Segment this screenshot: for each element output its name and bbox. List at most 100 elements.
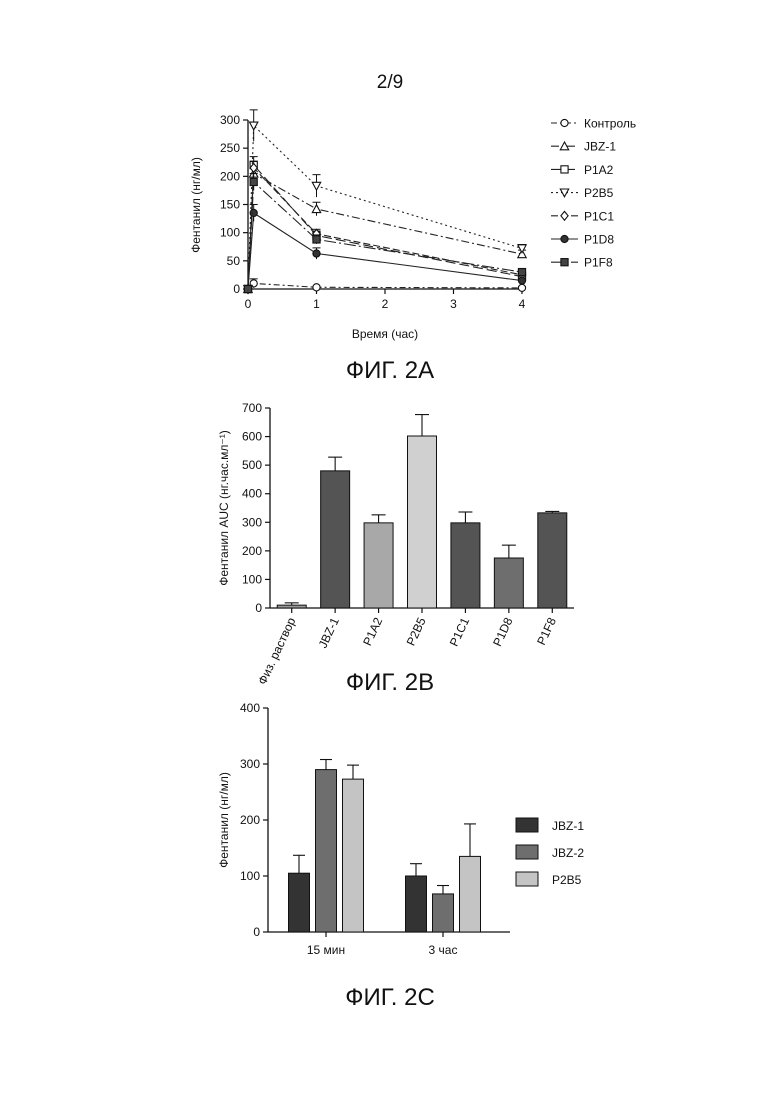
fig2a-data-point [518,245,526,253]
fig2a-legend-label: P1C1 [584,209,614,223]
fig2b-bar-1 [321,457,350,608]
fig2c-bar-jbz-2-1 [433,886,454,932]
fig2c-bar-jbz-2-0 [316,760,337,932]
fig2a-y-axis-title: Фентанил (нг/мл) [189,157,203,253]
fig2a-series-p1f8 [244,174,526,293]
fig2c-legend-label: JBZ-1 [552,819,584,833]
fig2a-x-tick-label: 4 [519,297,526,311]
fig2b-x-tick-label: P1C1 [447,615,473,648]
fig2a-legend-label: P2B5 [584,186,614,200]
fig2b-x-tick-label: JBZ-1 [316,615,342,650]
fig2c-caption: ФИГ. 2С [345,984,435,1011]
fig2c-bar-p2b5-0 [343,765,364,932]
fig2a-series-line [248,174,522,290]
fig2b-bar [538,513,567,608]
figure-2c-grouped-bar-chart: 0100200300400 15 мин3 час Фентанил (нг/м… [0,700,780,1020]
fig2b-bar [451,523,480,608]
fig2b-x-tick-label: Физ. раствор [255,615,298,687]
fig2b-bar-4 [451,512,480,608]
fig2a-x-tick-label: 0 [245,297,252,311]
fig2c-legend-swatch [516,872,538,886]
fig2c-y-tick-label: 0 [253,925,260,939]
fig2b-bar-0 [277,603,306,608]
fig2a-x-axis-title: Время (час) [352,327,418,341]
fig2a-data-point [518,284,525,291]
fig2a-legend-marker [561,166,568,173]
fig2a-series-p1c1 [244,161,526,293]
fig2a-data-point [518,277,525,284]
fig2b-y-tick-label: 700 [242,401,262,415]
fig2a-legend-item: P1A2 [551,163,614,177]
fig2a-y-tick-label: 150 [220,198,240,212]
fig2c-legend-swatch [516,845,538,859]
fig2a-legend-label: JBZ-1 [584,140,616,154]
fig2a-series-line [248,126,522,289]
fig2b-x-tick-label: P1A2 [360,615,385,648]
fig2c-x-tick-label: 3 час [429,943,458,957]
fig2c-x-ticks: 15 мин3 час [307,932,458,957]
fig2a-y-tick-label: 300 [220,113,240,127]
fig2b-y-tick-label: 300 [242,515,262,529]
fig2c-legend-item: JBZ-1 [516,818,584,833]
fig2c-bar [289,873,310,932]
fig2a-legend-marker [561,119,568,126]
fig2b-y-axis-title: Фентанил AUC (нг.час.мл⁻¹) [217,430,231,586]
fig2a-legend: Контроль JBZ-1 P1A2 P2B5 P1C1 P1D8 P1F8 [551,117,636,270]
fig2a-data-point [518,269,525,276]
fig2c-legend-item: P2B5 [516,872,582,887]
fig2a-legend-label: P1F8 [584,256,613,270]
fig2b-y-tick-label: 600 [242,430,262,444]
fig2a-legend-marker [561,259,568,266]
fig2b-bar [321,471,350,608]
figure-2a-line-chart: 050100150200250300 01234 Фентанил (нг/мл… [0,100,780,390]
fig2c-legend-item: JBZ-2 [516,845,584,860]
fig2a-series-jbz-1 [244,162,526,292]
fig2b-bars-group [277,415,567,608]
fig2a-data-point [312,205,320,213]
fig2b-y-tick-label: 100 [242,572,262,586]
fig2b-bar-2 [364,515,393,608]
fig2c-y-tick-label: 400 [240,701,260,715]
fig2a-series-line [248,165,522,289]
fig2a-y-tick-label: 0 [233,282,240,296]
fig2c-y-tick-label: 100 [240,869,260,883]
fig2a-legend-label: P1D8 [584,233,614,247]
fig2a-x-tick-label: 1 [313,297,320,311]
fig2b-x-tick-label: P2B5 [404,615,429,648]
fig2b-y-tick-label: 500 [242,458,262,472]
fig2b-bar [408,436,437,608]
fig2c-bar [460,856,481,932]
fig2a-x-tick-label: 3 [450,297,457,311]
fig2a-y-tick-label: 250 [220,141,240,155]
fig2a-series-line [248,168,522,289]
fig2b-x-tick-label: P1D8 [490,615,516,648]
fig2a-legend-item: P1C1 [551,209,614,223]
fig2b-y-tick-label: 200 [242,544,262,558]
fig2a-y-ticks: 050100150200250300 [220,113,248,296]
fig2a-y-tick-label: 50 [227,254,241,268]
page-number: 2/9 [0,72,780,94]
fig2b-y-tick-label: 400 [242,487,262,501]
fig2c-y-ticks: 0 100 200 300 400 [240,701,268,939]
fig2a-data-point [250,178,257,185]
fig2c-y-tick-label: 200 [240,813,260,827]
fig2b-bar-6 [538,511,567,608]
fig2c-bar [316,770,337,932]
fig2c-legend-label: JBZ-2 [552,846,584,860]
fig2a-legend-item: P1D8 [551,233,614,247]
fig2c-legend: JBZ-1 JBZ-2 P2B5 [516,818,584,887]
fig2a-legend-item: Контроль [551,117,636,131]
fig2c-bar-jbz-1-1 [406,864,427,932]
fig2a-series-group [244,110,526,294]
fig2c-y-tick-label: 300 [240,757,260,771]
fig2b-y-tick-label: 0 [255,601,262,615]
fig2a-legend-item: JBZ-1 [551,140,616,154]
fig2a-caption: ФИГ. 2А [346,357,434,384]
fig2a-y-tick-label: 200 [220,169,240,183]
fig2a-legend-label: P1A2 [584,163,614,177]
fig2a-data-point [249,122,257,130]
fig2c-bar-jbz-1-0 [289,855,310,932]
fig2a-x-tick-label: 2 [382,297,389,311]
fig2b-bar-3 [408,415,437,608]
fig2a-legend-item: P2B5 [551,186,614,200]
